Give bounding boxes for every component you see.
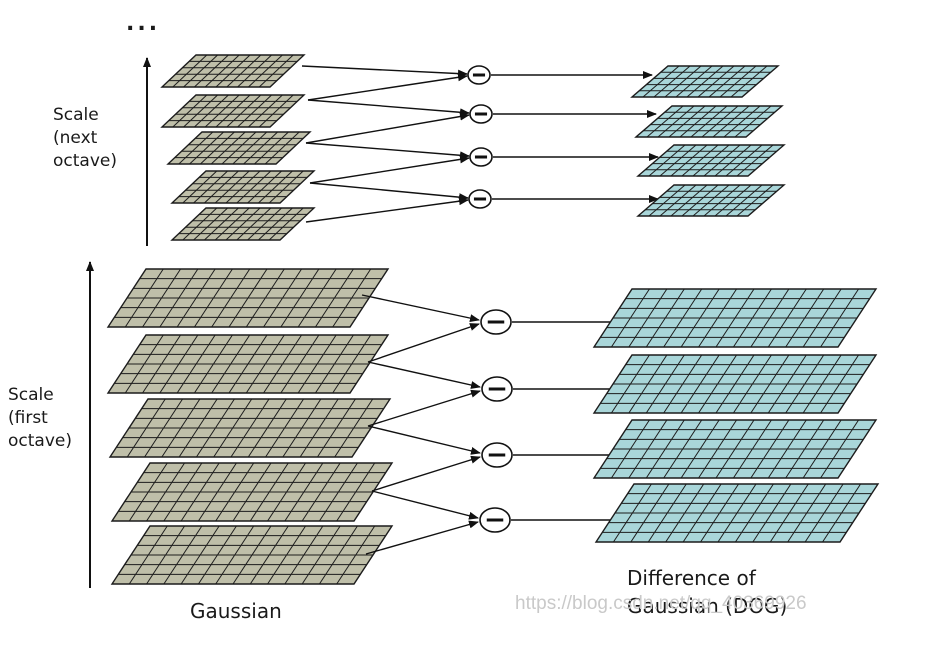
dog-layer-first-4 — [594, 483, 880, 543]
scale-next-octave-label: Scale (next octave) — [53, 105, 117, 171]
gaussian-layer-next-3 — [166, 131, 312, 165]
arrow-next-in-b-3 — [309, 155, 470, 184]
gaussian-layer-first-4 — [110, 462, 394, 522]
gaussian-layer-next-4 — [170, 170, 316, 204]
watermark-text: https://blog.csdn.net/qq_40369926 — [515, 593, 807, 614]
arrow-next-in-a-2 — [307, 99, 470, 117]
gaussian-layer-next-2 — [160, 94, 306, 128]
arrow-first-in-b-2 — [367, 389, 481, 427]
arrow-next-in-b-1 — [307, 73, 468, 101]
arrow-next-in-b-2 — [305, 112, 470, 144]
arrow-next-in-b-4 — [305, 197, 469, 223]
subtract-node-next-3 — [469, 147, 493, 167]
dog-layer-first-2 — [592, 354, 878, 414]
arrow-first-in-a-1 — [361, 294, 480, 323]
arrow-first-in-b-3 — [371, 455, 481, 492]
pyramid-layers — [106, 54, 880, 585]
gaussian-layer-first-3 — [108, 398, 392, 458]
dog-layer-next-4 — [636, 184, 786, 217]
dog-layer-next-1 — [630, 65, 780, 98]
arrow-first-in-a-4 — [371, 490, 479, 520]
dog-layer-first-3 — [592, 419, 878, 479]
arrow-first-in-a-3 — [367, 425, 481, 455]
arrow-first-in-a-2 — [367, 361, 481, 389]
gaussian-layer-first-5 — [110, 525, 394, 585]
arrow-first-in-b-1 — [367, 323, 480, 363]
subtract-node-first-2 — [481, 376, 513, 402]
gaussian-caption: Gaussian — [190, 599, 282, 623]
dog-layer-next-3 — [636, 144, 786, 177]
scale-first-octave-label: Scale (first octave) — [8, 385, 72, 451]
gaussian-layer-next-1 — [160, 54, 306, 88]
gaussian-layer-first-2 — [106, 334, 390, 394]
subtract-node-first-4 — [479, 507, 511, 533]
dog-layer-first-1 — [592, 288, 878, 348]
subtract-node-next-4 — [468, 189, 492, 209]
subtract-node-first-1 — [480, 309, 512, 335]
gaussian-layer-next-5 — [170, 207, 316, 241]
dog-caption-line-1: Difference of — [627, 566, 757, 590]
arrow-next-in-a-4 — [309, 182, 469, 202]
arrow-first-in-b-4 — [365, 520, 479, 555]
more-octaves-ellipsis: ... — [126, 11, 160, 36]
dog-layer-next-2 — [634, 105, 784, 138]
subtract-node-first-3 — [481, 442, 513, 468]
subtract-node-next-2 — [469, 104, 493, 124]
arrow-next-in-a-3 — [305, 142, 470, 160]
gaussian-layer-first-1 — [106, 268, 390, 328]
arrow-next-in-a-1 — [301, 65, 468, 78]
subtract-node-next-1 — [467, 65, 491, 85]
dog-caption-line-2: Gaussian (DOG) — [627, 594, 787, 618]
